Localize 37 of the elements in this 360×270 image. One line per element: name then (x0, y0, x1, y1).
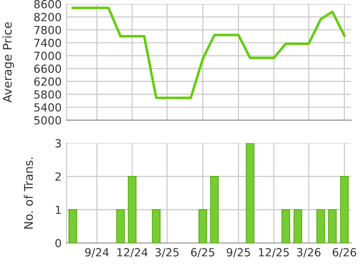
bar (210, 176, 219, 243)
y-axis-title: No. of Trans. (24, 158, 33, 229)
y-tick-label: 1 (56, 206, 61, 214)
y-tick-label: 2 (55, 172, 61, 181)
x-tick-label: 6/25 (191, 248, 214, 258)
x-tick-label: 3/25 (155, 248, 179, 258)
bar (198, 209, 208, 243)
y-tick-label: 8200 (34, 12, 61, 22)
y-axis-title: Average Price (2, 22, 14, 103)
bar (282, 209, 290, 243)
bar (316, 209, 326, 243)
bar (294, 209, 302, 243)
y-tick-label: 7800 (34, 26, 61, 34)
y-tick-label: 8600 (34, 0, 61, 8)
y-tick-label: 5400 (34, 103, 61, 112)
y-tick-label: 5000 (34, 116, 61, 125)
line-series (72, 6, 346, 100)
y-tick-label: 5800 (34, 90, 61, 99)
y-tick-label: 3 (56, 139, 61, 148)
y-tick-label: 7400 (34, 38, 61, 48)
bar (246, 143, 254, 243)
bar (116, 209, 125, 243)
x-tick-label: 9/24 (85, 248, 109, 258)
bar (340, 176, 349, 243)
y-tick-label: 6200 (34, 77, 61, 86)
y-tick-label: 7000 (34, 52, 61, 60)
x-tick-label: 6/26 (332, 248, 356, 258)
x-tick-label: 12/24 (117, 248, 148, 258)
x-tick-label: 3/26 (297, 248, 320, 258)
x-tick-label: 9/25 (226, 248, 250, 258)
bar (128, 176, 136, 243)
bar (68, 209, 78, 243)
y-tick-label: 6600 (34, 64, 61, 73)
bar (328, 209, 337, 243)
y-tick-label: 0 (55, 238, 61, 248)
x-tick-label: 12/25 (259, 248, 289, 258)
bar (152, 209, 161, 243)
